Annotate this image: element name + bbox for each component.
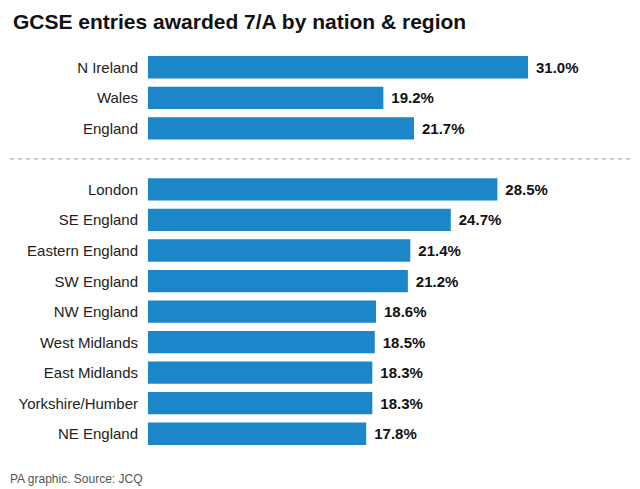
svg-text:24.7%: 24.7% [459, 211, 502, 228]
svg-text:18.6%: 18.6% [384, 303, 427, 320]
svg-text:31.0%: 31.0% [536, 59, 579, 76]
svg-text:SE England: SE England [59, 211, 138, 228]
svg-text:West Midlands: West Midlands [40, 334, 138, 351]
svg-text:NW England: NW England [54, 303, 138, 320]
svg-text:NE England: NE England [58, 425, 138, 442]
svg-text:17.8%: 17.8% [374, 425, 417, 442]
svg-text:Eastern England: Eastern England [27, 242, 138, 259]
svg-text:N Ireland: N Ireland [77, 59, 138, 76]
svg-text:21.2%: 21.2% [416, 273, 459, 290]
svg-text:21.7%: 21.7% [422, 120, 465, 137]
svg-text:East Midlands: East Midlands [44, 364, 138, 381]
svg-text:Wales: Wales [97, 89, 138, 106]
svg-text:England: England [83, 120, 138, 137]
svg-text:GCSE entries awarded 7/A by na: GCSE entries awarded 7/A by nation & reg… [13, 10, 466, 33]
svg-text:London: London [88, 181, 138, 198]
svg-text:18.3%: 18.3% [380, 364, 423, 381]
svg-text:28.5%: 28.5% [505, 181, 548, 198]
svg-text:18.5%: 18.5% [383, 334, 426, 351]
svg-text:19.2%: 19.2% [391, 89, 434, 106]
svg-text:Yorkshire/Humber: Yorkshire/Humber [19, 395, 139, 412]
svg-text:SW England: SW England [55, 273, 138, 290]
svg-text:PA graphic. Source: JCQ: PA graphic. Source: JCQ [10, 472, 143, 486]
svg-text:21.4%: 21.4% [418, 242, 461, 259]
svg-text:18.3%: 18.3% [380, 395, 423, 412]
